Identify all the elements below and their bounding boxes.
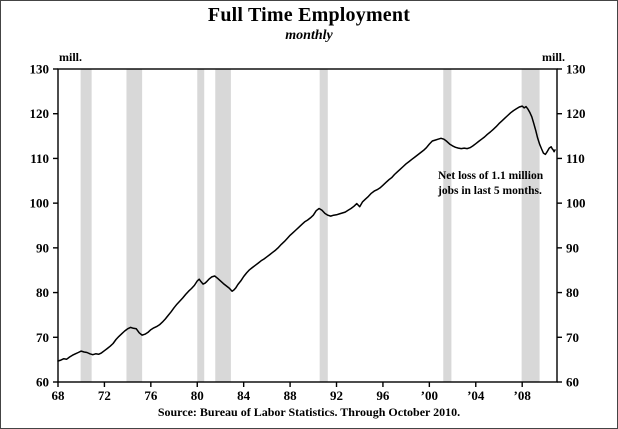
source-note: Source: Bureau of Labor Statistics. Thro…: [157, 405, 461, 419]
y-tick-label-left: 110: [30, 151, 49, 166]
x-tick-label: 84: [237, 388, 251, 403]
x-tick-label: ’04: [467, 388, 485, 403]
y-tick-label-right: 110: [566, 151, 585, 166]
y-tick-label-right: 90: [566, 240, 579, 255]
recession-band: [215, 69, 231, 382]
y-tick-label-right: 130: [566, 62, 586, 77]
recession-band: [443, 69, 452, 382]
x-tick-label: 88: [284, 388, 298, 403]
x-tick-label: ’08: [514, 388, 532, 403]
y-tick-label-right: 80: [566, 285, 579, 300]
plot-frame: [57, 68, 558, 383]
y-axis-unit-right: mill.: [542, 50, 565, 64]
x-tick-label: 72: [98, 388, 111, 403]
recession-band: [197, 69, 205, 382]
x-tick-label: ’00: [421, 388, 438, 403]
y-axis-unit-left: mill.: [59, 50, 82, 64]
y-tick-label-left: 130: [30, 62, 50, 77]
x-tick-label: 92: [330, 388, 343, 403]
x-tick-label: 76: [144, 388, 158, 403]
chart-title: Full Time Employment: [207, 4, 411, 26]
annotation-line-1: Net loss of 1.1 million: [438, 170, 544, 182]
y-tick-label-left: 70: [36, 330, 49, 345]
y-tick-label-left: 120: [30, 106, 50, 121]
x-tick-label: 96: [376, 388, 390, 403]
x-tick-label: 80: [191, 388, 204, 403]
y-tick-label-left: 80: [36, 285, 49, 300]
y-tick-label-right: 100: [566, 196, 586, 211]
y-tick-label-right: 60: [566, 375, 579, 390]
recession-band: [126, 69, 143, 382]
chart-subtitle: monthly: [285, 28, 333, 43]
recession-band: [521, 69, 540, 382]
y-tick-label-left: 90: [36, 240, 49, 255]
annotation-line-2: jobs in last 5 months.: [438, 184, 542, 197]
y-tick-label-left: 100: [30, 196, 50, 211]
x-tick-label: 68: [52, 388, 66, 403]
recession-band: [80, 69, 92, 382]
y-tick-label-right: 120: [566, 106, 586, 121]
chart-annotation: Net loss of 1.1 million jobs in last 5 m…: [438, 169, 543, 199]
y-tick-label-right: 70: [566, 330, 579, 345]
recession-band: [319, 69, 328, 382]
employment-line: [57, 105, 556, 362]
y-tick-label-left: 60: [36, 375, 49, 390]
